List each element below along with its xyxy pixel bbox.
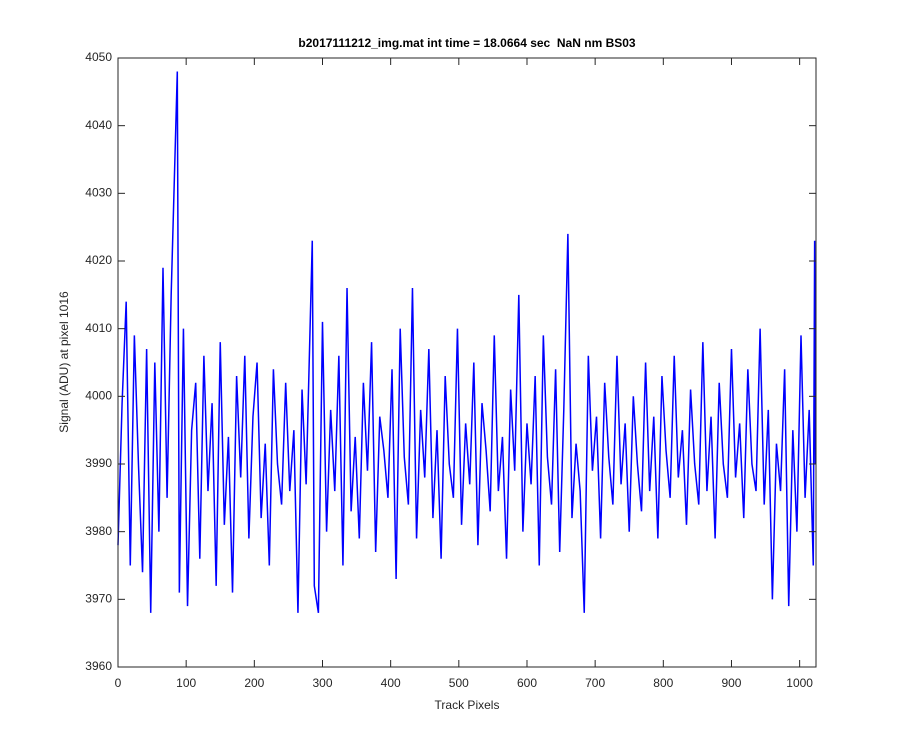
y-tick-label: 3960 (85, 659, 112, 673)
x-tick-label: 600 (517, 676, 537, 690)
x-tick-label: 1000 (786, 676, 813, 690)
x-tick-label: 100 (176, 676, 196, 690)
y-tick-label: 3970 (85, 592, 112, 606)
x-tick-label: 700 (585, 676, 605, 690)
y-tick-label: 4050 (85, 50, 112, 64)
y-tick-label: 4030 (85, 186, 112, 200)
x-axis-label: Track Pixels (435, 698, 500, 712)
plot-frame (117, 57, 817, 668)
x-tick-label: 800 (653, 676, 673, 690)
y-tick-label: 3990 (85, 456, 112, 470)
y-tick-label: 4020 (85, 253, 112, 267)
x-tick-label: 200 (244, 676, 264, 690)
x-tick-label: 400 (381, 676, 401, 690)
chart-title: b2017111212_img.mat int time = 18.0664 s… (298, 36, 636, 50)
x-tick-label: 300 (312, 676, 332, 690)
y-tick-label: 4000 (85, 389, 112, 403)
x-tick-label: 900 (721, 676, 741, 690)
y-tick-label: 4040 (85, 118, 112, 132)
y-axis-label: Signal (ADU) at pixel 1016 (57, 291, 71, 433)
x-tick-label: 0 (115, 676, 122, 690)
x-tick-label: 500 (449, 676, 469, 690)
y-tick-label: 4010 (85, 321, 112, 335)
data-line (117, 71, 817, 613)
y-tick-label: 3980 (85, 524, 112, 538)
